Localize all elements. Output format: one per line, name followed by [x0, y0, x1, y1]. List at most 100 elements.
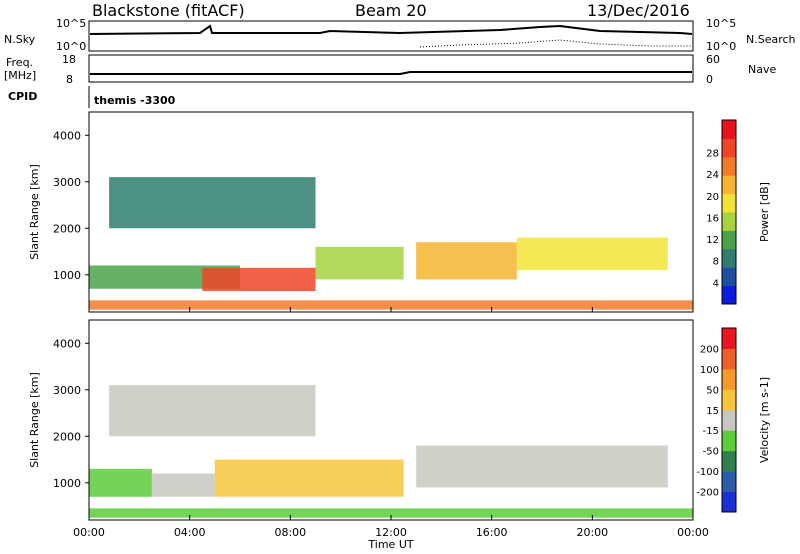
power-colorbar-swatch-9 [722, 120, 736, 139]
velocity-x-ticks: 00:00 04:00 08:00 12:00 16:00 20:00 00:00 [73, 526, 709, 539]
nave-tick-top: 60 [706, 53, 720, 66]
power-y-ticks: 1000 2000 3000 4000 [53, 129, 694, 312]
power-colorbar-swatch-4 [722, 212, 736, 231]
nsky-panel: N.Sky 10^5 10^0 10^5 10^0 N.Search [4, 17, 796, 53]
velocity-x-tick-label-1: 04:00 [174, 526, 206, 539]
power-band-2 [315, 246, 404, 280]
power-colorbar-tick-4: 20 [706, 192, 719, 203]
velocity-colorbar-tick-5: -50 [703, 447, 719, 458]
power-band-5 [109, 177, 316, 229]
power-colorbar-tick-3: 16 [706, 213, 719, 224]
nsky-tick-top: 10^5 [56, 17, 86, 30]
velocity-colorbar-swatch-3 [722, 430, 736, 452]
velocity-colorbar-swatch-5 [722, 389, 736, 411]
velocity-band-0 [89, 468, 152, 497]
power-colorbar-tick-1: 8 [713, 257, 719, 268]
cpid-row: CPID themis -3300 [8, 86, 176, 108]
velocity-y-tick-label-3: 4000 [53, 337, 81, 350]
beam-title: Beam 20 [355, 1, 427, 20]
freq-tick-top: 18 [62, 53, 76, 66]
power-colorbar: 4 8 12 16 20 24 28 [706, 119, 737, 305]
power-band-4 [516, 237, 668, 271]
x-axis-label: Time UT [367, 538, 413, 551]
nsky-tick-bottom: 10^0 [56, 40, 86, 53]
velocity-x-tick-label-4: 16:00 [476, 526, 508, 539]
power-colorbar-tick-2: 12 [706, 235, 719, 246]
velocity-y-label: Slant Range [km] [28, 372, 41, 468]
power-colorbar-swatch-6 [722, 175, 736, 195]
date-title: 13/Dec/2016 [587, 1, 690, 20]
power-y-tick-label-2: 3000 [53, 176, 81, 189]
velocity-panel: 1000 2000 3000 4000 00:00 04:00 08:00 12:00 16:… [28, 319, 771, 551]
velocity-colorbar-tick-1: 100 [700, 365, 719, 376]
power-colorbar-swatch-1 [722, 267, 736, 287]
power-y-tick-label-3: 4000 [53, 129, 81, 142]
velocity-x-tick-label-6: 00:00 [677, 526, 709, 539]
cpid-value: themis -3300 [94, 94, 176, 107]
velocity-y-tick-label-1: 2000 [53, 430, 81, 443]
power-colorbar-swatch-7 [722, 156, 736, 176]
nsearch-tick-top: 10^5 [706, 17, 736, 30]
velocity-colorbar-tick-4: -15 [703, 426, 719, 437]
velocity-band-3 [416, 445, 668, 488]
power-y-tick-label-1: 2000 [53, 222, 81, 235]
power-colorbar-swatch-5 [722, 193, 736, 213]
nave-tick-bottom: 0 [706, 73, 713, 86]
velocity-y-tick-label-2: 3000 [53, 384, 81, 397]
freq-panel: Freq. [MHz] 18 8 60 0 Nave [4, 53, 776, 86]
velocity-y-tick-label-0: 1000 [53, 477, 81, 490]
velocity-band-2 [214, 459, 404, 497]
velocity-colorbar-swatch-0 [722, 491, 736, 513]
velocity-x-tick-label-2: 08:00 [274, 526, 306, 539]
velocity-x-tick-label-5: 20:00 [576, 526, 608, 539]
freq-line [90, 71, 692, 75]
velocity-x-tick-label-0: 00:00 [73, 526, 105, 539]
nave-label: Nave [748, 63, 776, 76]
velocity-colorbar-tick-2: 50 [706, 385, 719, 396]
velocity-x-tick-label-3: 12:00 [375, 526, 407, 539]
power-y-tick-label-0: 1000 [53, 269, 81, 282]
freq-tick-bottom: 8 [66, 73, 73, 86]
power-colorbar-tick-5: 24 [706, 170, 719, 181]
velocity-colorbar-label: Velocity [m s-1] [758, 377, 771, 463]
power-band-1 [202, 267, 316, 292]
power-panel: 1000 2000 3000 4000 Slant Range [km] 4 8 12 16… [28, 111, 771, 313]
velocity-y-ticks: 1000 2000 3000 4000 [53, 337, 694, 520]
freq-label-2: [MHz] [4, 69, 36, 82]
velocity-colorbar-swatch-4 [722, 409, 736, 431]
velocity-band-5 [89, 508, 693, 518]
velocity-colorbar-frame [721, 327, 737, 513]
power-plot-area [89, 177, 693, 310]
power-y-label: Slant Range [km] [28, 164, 41, 260]
velocity-colorbar-swatch-1 [722, 471, 736, 493]
power-band-3 [416, 242, 517, 280]
nsky-label: N.Sky [4, 33, 36, 46]
power-colorbar-swatch-2 [722, 248, 736, 268]
power-colorbar-label: Power [dB] [758, 182, 771, 242]
velocity-band-4 [109, 385, 316, 437]
cpid-label: CPID [8, 90, 37, 103]
power-colorbar-frame [721, 119, 737, 305]
power-colorbar-swatch-0 [722, 285, 736, 305]
power-band-6 [89, 300, 693, 310]
velocity-plot-area [89, 385, 693, 518]
station-title: Blackstone (fitACF) [92, 1, 245, 20]
power-colorbar-tick-0: 4 [713, 278, 719, 289]
velocity-colorbar-tick-7: -200 [696, 488, 719, 499]
power-colorbar-tick-6: 28 [706, 148, 719, 159]
velocity-band-1 [151, 473, 215, 497]
velocity-colorbar-swatch-8 [722, 328, 736, 349]
velocity-colorbar: 200 100 50 15 -15 -50 -100 -200 [696, 327, 737, 513]
power-colorbar-swatch-3 [722, 230, 736, 250]
velocity-colorbar-tick-6: -100 [696, 467, 719, 478]
velocity-colorbar-tick-3: 15 [706, 406, 719, 417]
velocity-colorbar-tick-0: 200 [700, 344, 719, 355]
nsky-line [89, 24, 693, 35]
velocity-colorbar-swatch-6 [722, 368, 736, 390]
nsearch-line [419, 39, 692, 48]
power-colorbar-swatch-8 [722, 138, 736, 158]
nsearch-label: N.Search [746, 33, 796, 46]
velocity-colorbar-swatch-7 [722, 348, 736, 370]
freq-label-1: Freq. [6, 56, 33, 69]
